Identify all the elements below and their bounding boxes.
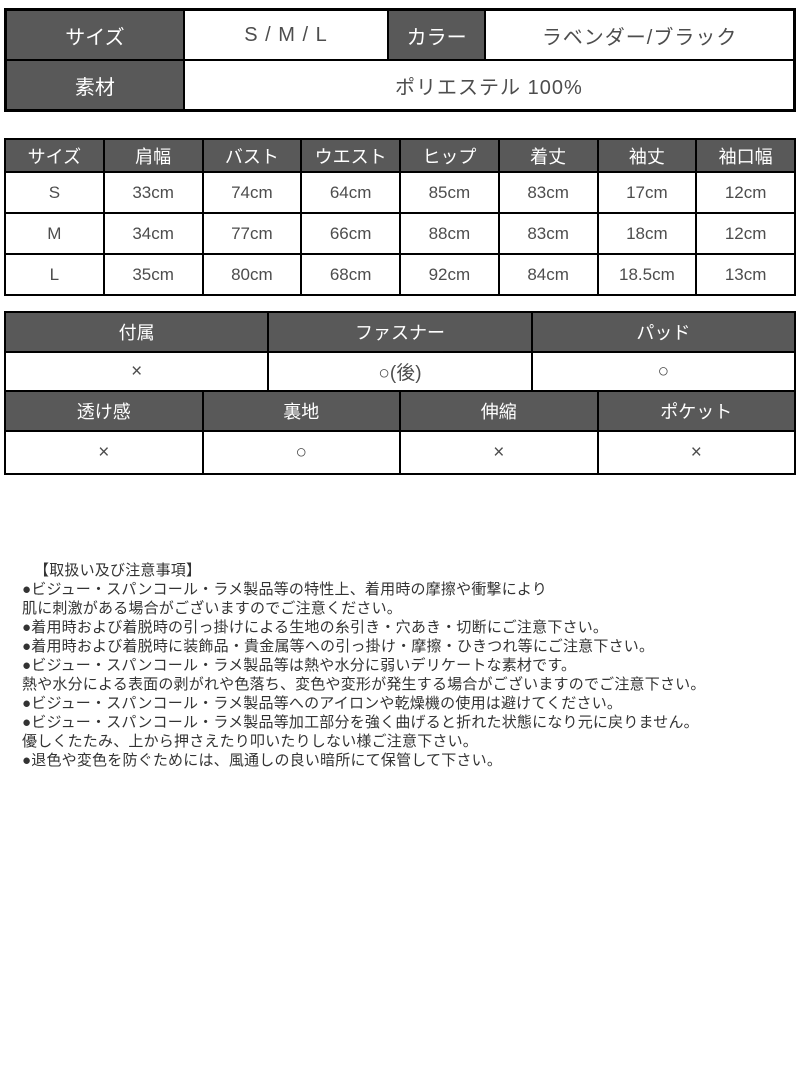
table-cell: 35cm — [102, 253, 204, 296]
table-row-size-l: L 35cm 80cm 68cm 92cm 84cm 18.5cm 13cm — [4, 253, 796, 296]
column-header: ウエスト — [300, 138, 401, 173]
column-header: ポケット — [596, 390, 796, 432]
table-cell: 84cm — [497, 253, 599, 296]
table-row-size-s: S 33cm 74cm 64cm 85cm 83cm 17cm 12cm — [4, 171, 796, 214]
column-header: パッド — [530, 311, 797, 353]
care-note-line: ●退色や変色を防ぐためには、風通しの良い暗所にて保管して下さい。 — [22, 752, 503, 769]
table-cell: 18.5cm — [596, 253, 698, 296]
table-cell: 80cm — [201, 253, 303, 296]
size-header-cell: サイズ — [4, 8, 185, 61]
column-header: ヒップ — [399, 138, 500, 173]
color-value-cell: ラベンダー/ブラック — [484, 8, 796, 61]
care-note-line: 肌に刺激がある場合がございますのでご注意ください。 — [22, 600, 403, 617]
features-table-1: 付属 ファスナー パッド × ○(後) ○ — [3, 311, 797, 392]
table-cell: L — [4, 253, 105, 296]
column-header: 袖丈 — [596, 138, 698, 173]
material-header-cell: 素材 — [4, 59, 185, 112]
table-cell: × — [399, 430, 599, 475]
care-note-line: ●着用時および着脱時に装飾品・貴金属等への引っ掛け・摩擦・ひきつれ等にご注意下さ… — [22, 638, 655, 655]
features2-value-row: × ○ × × — [4, 430, 796, 475]
table-cell: 68cm — [300, 253, 401, 296]
features1-value-row: × ○(後) ○ — [3, 351, 797, 392]
table-cell: 34cm — [102, 212, 204, 255]
table-cell: ○(後) — [267, 351, 533, 392]
table-cell: 33cm — [102, 171, 204, 214]
column-header: 伸縮 — [399, 390, 599, 432]
care-note-line: ●ビジュー・スパンコール・ラメ製品等へのアイロンや乾燥機の使用は避けてください。 — [22, 695, 623, 712]
care-note-line: 熱や水分による表面の剥がれや色落ち、変色や変形が発生する場合がございますのでご注… — [22, 676, 706, 693]
care-note-line: ●ビジュー・スパンコール・ラメ製品等の特性上、着用時の摩擦や衝撃により — [22, 581, 548, 598]
spec-table: サイズ S / M / L カラー ラベンダー/ブラック 素材 ポリエステル 1… — [4, 8, 796, 112]
care-note-line: ●ビジュー・スパンコール・ラメ製品等加工部分を強く曲げると折れた状態になり元に戻… — [22, 714, 699, 731]
table-cell: 12cm — [695, 212, 796, 255]
table-cell: 92cm — [399, 253, 500, 296]
table-cell: S — [4, 171, 105, 214]
color-header-cell: カラー — [387, 8, 487, 61]
table-cell: 74cm — [201, 171, 303, 214]
column-header: 付属 — [3, 311, 270, 353]
table-cell: 83cm — [497, 212, 599, 255]
table-cell: 64cm — [300, 171, 401, 214]
column-header: バスト — [201, 138, 303, 173]
table-cell: 77cm — [201, 212, 303, 255]
table-cell: × — [4, 430, 204, 475]
table-cell: 13cm — [695, 253, 796, 296]
column-header: 肩幅 — [102, 138, 204, 173]
table-cell: M — [4, 212, 105, 255]
care-note-line: ●ビジュー・スパンコール・ラメ製品等は熱や水分に弱いデリケートな素材です。 — [22, 657, 577, 674]
spec-row-material: 素材 ポリエステル 100% — [4, 59, 796, 112]
features-table-2: 透け感 裏地 伸縮 ポケット × ○ × × — [4, 390, 796, 475]
column-header: 裏地 — [201, 390, 401, 432]
table-cell: ○ — [201, 430, 401, 475]
table-cell: 88cm — [399, 212, 500, 255]
column-header: 袖口幅 — [695, 138, 796, 173]
table-cell: 12cm — [695, 171, 796, 214]
table-cell: 83cm — [497, 171, 599, 214]
table-cell: ○ — [530, 351, 797, 392]
table-row-size-m: M 34cm 77cm 66cm 88cm 83cm 18cm 12cm — [4, 212, 796, 255]
column-header: 着丈 — [497, 138, 599, 173]
spec-row-size-color: サイズ S / M / L カラー ラベンダー/ブラック — [4, 8, 796, 61]
features2-header-row: 透け感 裏地 伸縮 ポケット — [4, 390, 796, 432]
care-note-line: 優しくたたみ、上から押さえたり叩いたりしない様ご注意下さい。 — [22, 733, 479, 750]
measurements-table: サイズ 肩幅 バスト ウエスト ヒップ 着丈 袖丈 袖口幅 S 33cm 74c… — [4, 138, 796, 296]
care-notes: 【取扱い及び注意事項】 ●ビジュー・スパンコール・ラメ製品等の特性上、着用時の摩… — [22, 561, 780, 770]
table-cell: 18cm — [596, 212, 698, 255]
care-notes-heading: 【取扱い及び注意事項】 — [34, 562, 202, 579]
features1-header-row: 付属 ファスナー パッド — [3, 311, 797, 353]
table-cell: 85cm — [399, 171, 500, 214]
table-cell: × — [3, 351, 270, 392]
measurements-header-row: サイズ 肩幅 バスト ウエスト ヒップ 着丈 袖丈 袖口幅 — [4, 138, 796, 173]
table-cell: 66cm — [300, 212, 401, 255]
column-header: ファスナー — [267, 311, 533, 353]
column-header: 透け感 — [4, 390, 204, 432]
care-note-line: ●着用時および着脱時の引っ掛けによる生地の糸引き・穴あき・切断にご注意下さい。 — [22, 619, 609, 636]
column-header: サイズ — [4, 138, 105, 173]
table-cell: 17cm — [596, 171, 698, 214]
table-cell: × — [596, 430, 796, 475]
material-value-cell: ポリエステル 100% — [182, 59, 796, 112]
size-value-cell: S / M / L — [182, 8, 390, 61]
